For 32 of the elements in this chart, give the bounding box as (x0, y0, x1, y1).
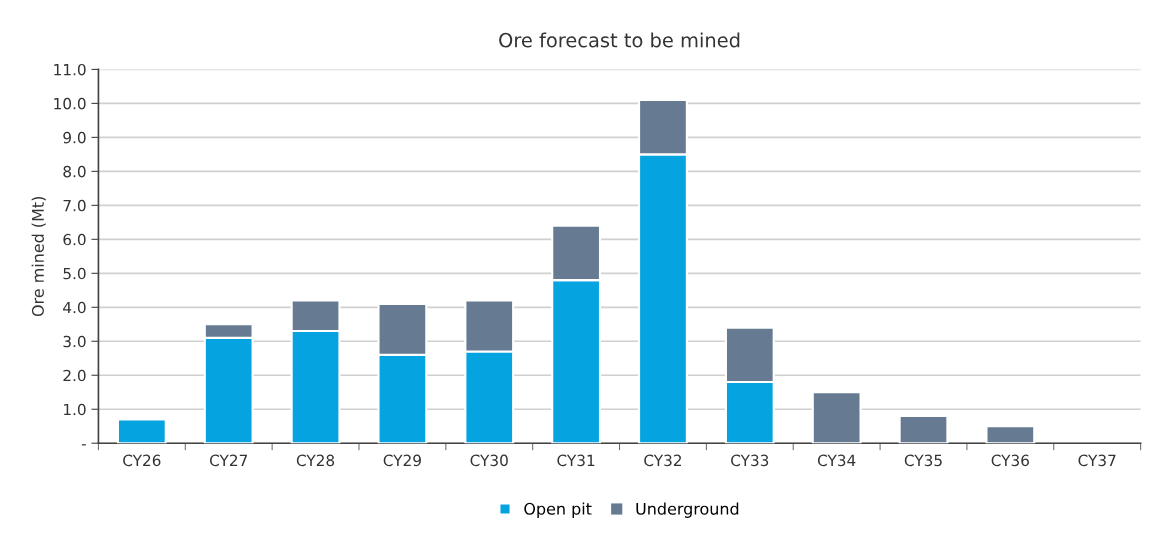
x-tick-label: CY30 (470, 454, 508, 467)
y-tick-label: 4.0 (63, 301, 86, 314)
y-tick-label: 2.0 (63, 369, 86, 382)
bar (811, 391, 862, 444)
bar (898, 414, 949, 444)
x-tick-label: CY35 (904, 454, 942, 467)
y-tick-label: 9.0 (63, 131, 86, 144)
legend-label: Open pit (524, 502, 592, 518)
y-tick-label: 10.0 (54, 97, 86, 110)
x-tick-label: CY33 (731, 454, 769, 467)
legend-label: Underground (636, 502, 739, 518)
x-tick-label: CY28 (296, 454, 335, 467)
y-tick-label: 8.0 (63, 165, 86, 178)
bar (116, 418, 167, 444)
x-tick-label: CY37 (1078, 454, 1116, 467)
y-tick-label: 7.0 (63, 199, 86, 212)
y-tick-label: 3.0 (63, 335, 86, 348)
x-tick-label: CY32 (644, 454, 682, 467)
x-tick-label: CY36 (991, 454, 1029, 467)
x-tick-label: CY26 (123, 454, 161, 467)
x-tick-label: CY34 (817, 454, 856, 467)
y-axis-title: Ore mined (Mt) (31, 197, 46, 317)
y-tick-label: 11.0 (54, 63, 86, 76)
y-tick-label: 1.0 (64, 403, 86, 416)
y-tick-label: - (81, 444, 86, 446)
x-tick-label: CY29 (383, 454, 421, 467)
x-tick-label: CY27 (209, 454, 247, 467)
y-tick-label: 5.0 (63, 267, 86, 280)
x-tick-label: CY31 (557, 454, 595, 467)
y-tick-label: 6.0 (63, 233, 86, 246)
chart-title: Ore forecast to be mined (499, 32, 740, 48)
bar (985, 425, 1036, 444)
